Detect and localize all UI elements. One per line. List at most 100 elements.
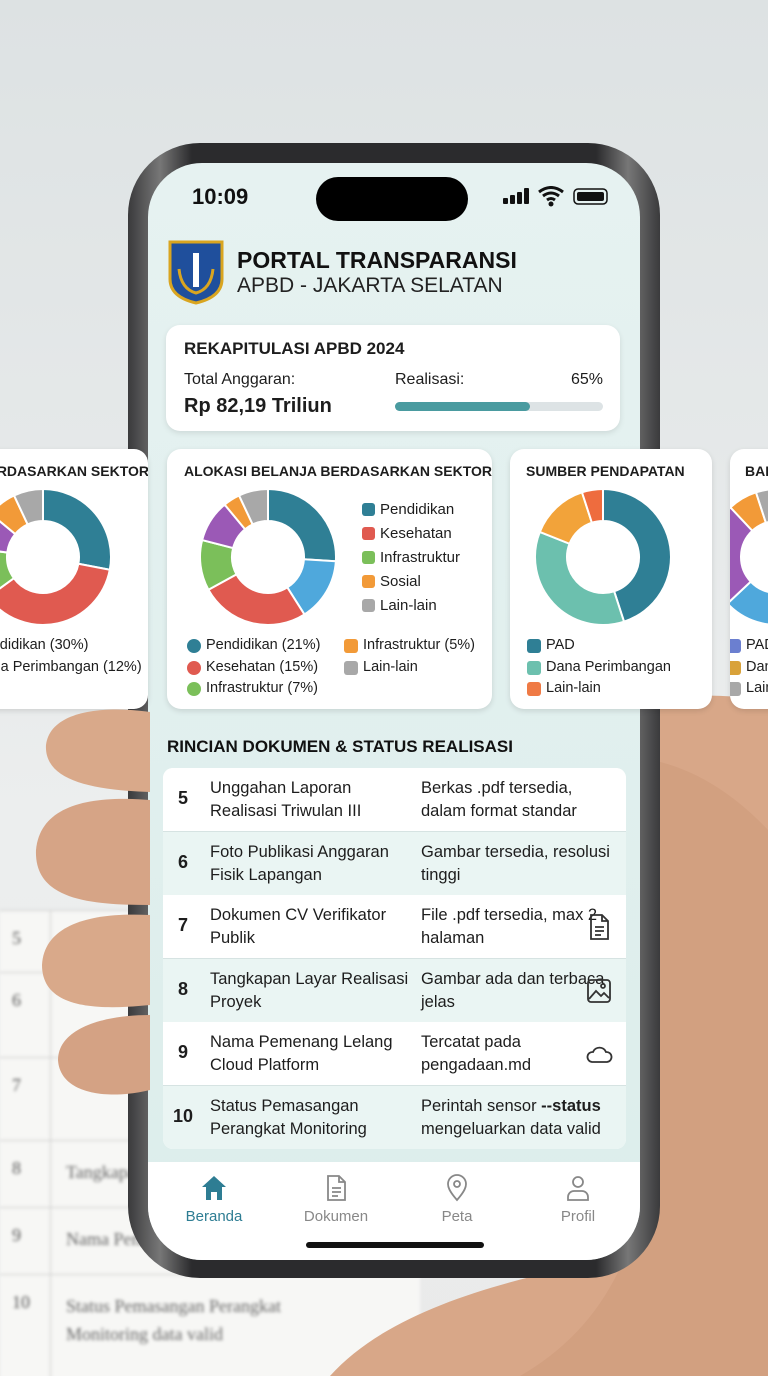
row-icon bbox=[586, 1046, 613, 1063]
legend-swatch bbox=[362, 575, 375, 588]
dynamic-island bbox=[316, 177, 468, 221]
desc-part: Perintah sensor bbox=[421, 1096, 542, 1115]
signal-bar bbox=[503, 198, 508, 204]
row-icon bbox=[587, 978, 611, 1003]
icon-pin-dot bbox=[453, 1180, 461, 1188]
row-number: 8 bbox=[177, 978, 188, 999]
row-title: Tangkapan Layar Realisasi Proyek bbox=[210, 969, 409, 1011]
legend-swatch bbox=[527, 639, 541, 653]
donut bbox=[199, 487, 337, 626]
icon-image bbox=[587, 978, 611, 1003]
nav-label[interactable]: Profil bbox=[560, 1208, 596, 1225]
legend-swatch bbox=[362, 599, 375, 612]
icon-home bbox=[202, 1176, 226, 1200]
row-icon bbox=[590, 914, 609, 940]
document-table: 5 Unggahan Laporan Realisasi Triwulan III… bbox=[163, 768, 626, 1149]
nav-label[interactable]: Dokumen bbox=[303, 1208, 369, 1225]
legend-swatch bbox=[187, 639, 201, 653]
icon-pin bbox=[447, 1174, 467, 1202]
row-desc: Gambar tersedia, resolusi tinggi bbox=[421, 841, 621, 887]
nav-icon bbox=[202, 1176, 226, 1200]
desc-part: Gambar tersedia, resolusi tinggi bbox=[421, 842, 610, 884]
icon-head bbox=[572, 1176, 584, 1188]
progress-fill bbox=[395, 402, 531, 411]
document-row: 9 Nama Pemenang Lelang Cloud Platform Terc… bbox=[163, 1022, 626, 1086]
donut-segment bbox=[42, 487, 113, 571]
desc-part: mengeluarkan data valid bbox=[421, 1119, 601, 1138]
icon-doc bbox=[590, 914, 609, 940]
summary-card: REKAPITULASI APBD 2024 Total Anggaran: Rp … bbox=[166, 325, 620, 431]
chart-card: ALOKASI BELANJA BERDASARKAN SEKTOR Pendid… bbox=[167, 449, 492, 709]
home-indicator bbox=[306, 1242, 484, 1248]
document-row: 5 Unggahan Laporan Realisasi Triwulan III… bbox=[163, 768, 626, 832]
legend-swatch bbox=[344, 660, 358, 675]
legend-label: Dana Perimbangan bbox=[546, 658, 671, 675]
row-title: Status Pemasangan Perangkat Monitoring bbox=[210, 1096, 367, 1138]
donut-segment bbox=[754, 488, 768, 525]
legend-label: Lain-lain bbox=[746, 680, 768, 696]
nav-icon bbox=[447, 1174, 467, 1202]
bg-row-no: 8 bbox=[12, 1158, 21, 1178]
legend-swatch bbox=[362, 527, 375, 540]
legend-label: Sosial bbox=[380, 573, 421, 590]
realization-value: 65% bbox=[570, 371, 603, 388]
wifi-icon bbox=[538, 186, 564, 202]
total-value: Rp 82,19 Triliun bbox=[184, 395, 332, 417]
document-row: 10 Status Pemasangan Perangkat Monitoring… bbox=[163, 1085, 626, 1149]
nav-label[interactable]: Peta bbox=[441, 1208, 473, 1225]
summary-title: REKAPITULASI APBD 2024 bbox=[184, 339, 405, 358]
donut-segment bbox=[534, 530, 626, 626]
nav-label[interactable]: Beranda bbox=[185, 1208, 243, 1225]
row-desc: Tercatat pada pengadaan.md bbox=[421, 1031, 621, 1077]
total-label: Total Anggaran: bbox=[184, 371, 296, 388]
donut-segment bbox=[580, 487, 604, 525]
signal-bar bbox=[510, 195, 515, 204]
row-number: 6 bbox=[177, 851, 188, 872]
battery-fill bbox=[577, 192, 604, 201]
donut-segment bbox=[0, 550, 16, 590]
signal-bar bbox=[524, 188, 529, 204]
nav-icon bbox=[567, 1176, 589, 1201]
legend-label: Kesehatan bbox=[380, 525, 452, 542]
legend-label: Pendidikan bbox=[380, 501, 455, 518]
legend-label: Lain-lain bbox=[380, 597, 437, 614]
realization-label: Realisasi: bbox=[395, 371, 465, 388]
row-desc: Gambar ada dan terbaca jelas bbox=[421, 968, 621, 1014]
bg-col-line bbox=[50, 910, 51, 1376]
document-row: 8 Tangkapan Layar Realisasi Proyek Gambar … bbox=[163, 958, 626, 1023]
legend-label: Infrastruktur bbox=[380, 549, 461, 566]
row-number: 7 bbox=[177, 915, 188, 935]
legend-swatch bbox=[730, 682, 741, 696]
legend-label: Dana Perimbangan bbox=[746, 658, 768, 675]
status-time: 10:09 bbox=[192, 184, 249, 209]
document-row: 7 Dokumen CV Verifikator Publik File .pdf … bbox=[163, 895, 626, 959]
row-desc: Perintah sensor --status mengeluarkan da… bbox=[421, 1095, 621, 1141]
chart-title: SUMBER PENDAPATAN bbox=[526, 463, 685, 479]
donut-segment bbox=[237, 487, 269, 526]
row-title: Nama Pemenang Lelang Cloud Platform bbox=[210, 1033, 393, 1074]
legend-swatch bbox=[362, 551, 375, 564]
legend-swatch bbox=[527, 660, 541, 675]
legend-swatch bbox=[187, 682, 201, 696]
legend-label: Lain-lain bbox=[546, 680, 601, 696]
battery bbox=[573, 188, 608, 205]
chart-carousel: ALOKASI BELANJA BERDASARKAN SEKTOR Pendid… bbox=[0, 449, 768, 711]
legend-label: Dana Perimbangan (12%) bbox=[0, 658, 142, 675]
row-title: Foto Publikasi Anggaran Fisik Lapangan bbox=[210, 842, 389, 884]
legend-label: Pendidikan (21%) bbox=[206, 637, 321, 653]
legend-swatch bbox=[344, 639, 358, 653]
bg-row-no: 10 bbox=[12, 1292, 30, 1312]
row-title: Dokumen CV Verifikator Publik bbox=[210, 906, 387, 947]
chart-card: SUMBER PENDAPATAN PAD Dana Perimbangan Lain… bbox=[510, 449, 712, 709]
donut bbox=[730, 488, 768, 626]
app-subtitle: APBD - JAKARTA SELATAN bbox=[237, 274, 503, 297]
icon-doc bbox=[327, 1175, 346, 1201]
legend-swatch bbox=[527, 682, 541, 696]
legend-label: Lain-lain bbox=[363, 658, 418, 675]
legend-label: Pendidikan (30%) bbox=[0, 637, 89, 653]
screen: 10:09 PORTAL TRANSPARANSI APBD - JAKARTA S… bbox=[148, 163, 640, 1260]
progress-track bbox=[395, 402, 603, 411]
logo-monument bbox=[193, 253, 199, 287]
row-number: 10 bbox=[172, 1105, 194, 1126]
legend-label: Infrastruktur (7%) bbox=[206, 680, 318, 696]
